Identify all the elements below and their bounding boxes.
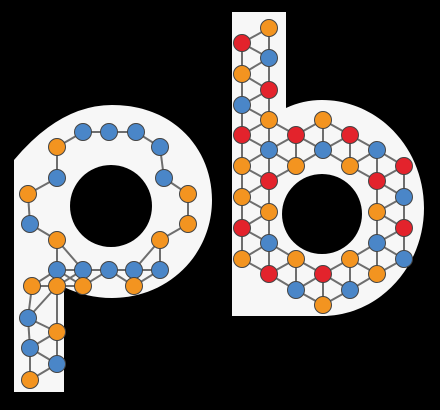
b-atom-node	[287, 126, 305, 144]
p-atom-node	[21, 215, 39, 233]
b-atom-node	[341, 281, 359, 299]
b-atom-node	[395, 219, 413, 237]
b-atom-node	[314, 265, 332, 283]
b-atom-node	[341, 126, 359, 144]
b-atom-node	[395, 157, 413, 175]
b-atom-node	[341, 250, 359, 268]
b-atom-node	[368, 203, 386, 221]
b-atom-node	[260, 265, 278, 283]
letter-b-hole	[282, 174, 362, 254]
p-atom-node	[179, 185, 197, 203]
b-atom-node	[233, 219, 251, 237]
p-atom-node	[48, 355, 66, 373]
p-atom-node	[19, 309, 37, 327]
b-atom-node	[233, 188, 251, 206]
b-atom-node	[368, 234, 386, 252]
p-atom-node	[74, 261, 92, 279]
letter-p-shape	[14, 105, 212, 392]
b-atom-node	[233, 34, 251, 52]
p-atom-node	[23, 277, 41, 295]
p-atom-node	[74, 123, 92, 141]
b-atom-node	[260, 81, 278, 99]
b-atom-node	[260, 111, 278, 129]
p-atom-node	[151, 138, 169, 156]
b-atom-node	[368, 265, 386, 283]
p-atom-node	[48, 231, 66, 249]
p-atom-node	[21, 371, 39, 389]
p-atom-node	[125, 277, 143, 295]
letter-p-hole	[70, 165, 152, 247]
p-atom-node	[155, 169, 173, 187]
b-atom-node	[395, 188, 413, 206]
p-atom-node	[74, 277, 92, 295]
b-atom-node	[341, 157, 359, 175]
p-atom-node	[48, 277, 66, 295]
p-atom-node	[21, 339, 39, 357]
p-atom-node	[48, 169, 66, 187]
b-atom-node	[233, 65, 251, 83]
b-atom-node	[260, 49, 278, 67]
b-atom-node	[368, 172, 386, 190]
b-atom-node	[233, 250, 251, 268]
b-atom-node	[395, 250, 413, 268]
p-atom-node	[127, 123, 145, 141]
b-atom-node	[287, 281, 305, 299]
p-atom-node	[151, 231, 169, 249]
b-atom-node	[260, 141, 278, 159]
b-atom-node	[260, 234, 278, 252]
p-atom-node	[48, 323, 66, 341]
b-atom-node	[233, 157, 251, 175]
b-atom-node	[233, 96, 251, 114]
p-atom-node	[48, 261, 66, 279]
p-atom-node	[48, 138, 66, 156]
p-atom-node	[179, 215, 197, 233]
b-atom-node	[260, 172, 278, 190]
atom-nodes	[19, 19, 413, 389]
b-atom-node	[314, 141, 332, 159]
b-atom-node	[233, 126, 251, 144]
p-atom-node	[151, 261, 169, 279]
b-atom-node	[314, 296, 332, 314]
b-atom-node	[368, 141, 386, 159]
p-atom-node	[125, 261, 143, 279]
p-atom-node	[19, 185, 37, 203]
b-atom-node	[314, 111, 332, 129]
b-atom-node	[260, 19, 278, 37]
b-atom-node	[287, 250, 305, 268]
p-atom-node	[100, 123, 118, 141]
b-atom-node	[260, 203, 278, 221]
b-atom-node	[287, 157, 305, 175]
letter-p	[14, 105, 212, 392]
p-atom-node	[100, 261, 118, 279]
